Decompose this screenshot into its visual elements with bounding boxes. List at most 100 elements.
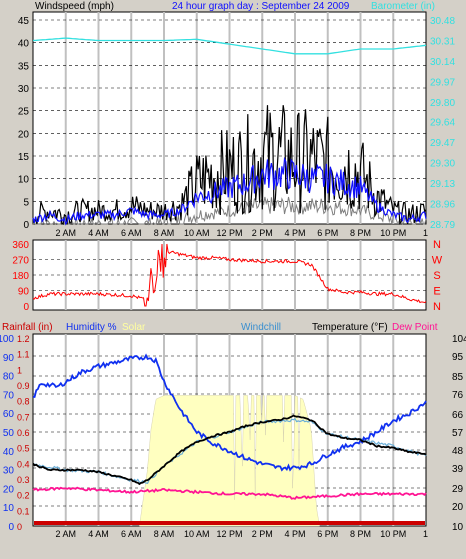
rainfall-bar (34, 521, 425, 525)
temp-y-tick-label: 20 (452, 502, 464, 513)
legend-solar: Solar (122, 322, 146, 333)
temp-x-tick-label: 8 PM (350, 529, 371, 539)
rain-y-tick-label: 0.1 (17, 506, 30, 516)
windspeed-axis-title: Windspeed (mph) (35, 1, 114, 12)
humidity-y-tick-label: 70 (3, 390, 15, 401)
temp-y-tick-label: 104 (452, 334, 466, 345)
barometer-line (32, 37, 427, 55)
direction-grid (33, 240, 426, 310)
baro-y-tick-label: 30.48 (430, 16, 455, 27)
dir-y-tick-label: 180 (12, 271, 29, 282)
wind-y-tick-label: 20 (18, 129, 30, 140)
wind-x-tick-label: 4 AM (88, 228, 109, 238)
temp-x-tick-label: 8 AM (154, 529, 175, 539)
solar-area (139, 395, 320, 527)
baro-y-tick-label: 29.64 (430, 117, 455, 128)
dir-y-tick-label: 270 (12, 256, 29, 267)
rain-y-tick-label: 1 (17, 365, 22, 375)
temp-x-tick-label: 4 PM (284, 529, 305, 539)
temp-x-tick-label: 2 PM (252, 529, 273, 539)
dir-y-tick-label: 0 (23, 302, 29, 313)
wind-y-tick-label: 5 (23, 197, 29, 208)
dir-y-tick-label: 90 (18, 287, 30, 298)
temp-y-tick-label: 57 (452, 428, 464, 439)
temp-y-tick-label: 10 (452, 522, 464, 533)
rain-y-tick-label: 0.8 (17, 397, 30, 407)
humidity-y-tick-label: 10 (3, 503, 15, 514)
wind-series (32, 37, 427, 226)
rain-y-tick-label: 0.5 (17, 444, 30, 454)
wind-avg-line (32, 105, 427, 226)
barometer-axis-title: Barometer (in) (371, 1, 435, 12)
tick-labels: 05101520253035404528.7928.9629.1329.3029… (0, 16, 466, 539)
baro-y-tick-label: 29.80 (430, 98, 455, 109)
baro-y-tick-label: 29.13 (430, 179, 455, 190)
temp-x-tick-label: 6 PM (317, 529, 338, 539)
temp-x-tick-label: 1 (423, 529, 428, 539)
wind-x-tick-label: 2 PM (252, 228, 273, 238)
temp-x-tick-label: 10 PM (380, 529, 406, 539)
baro-y-tick-label: 28.79 (430, 220, 455, 231)
wind-x-tick-label: 2 AM (55, 228, 76, 238)
rain-y-tick-label: 0 (17, 522, 22, 532)
wind-x-tick-label: 8 AM (154, 228, 175, 238)
temp-y-tick-label: 76 (452, 390, 464, 401)
wind-x-tick-label: 1 (423, 228, 428, 238)
temp-y-tick-label: 85 (452, 372, 464, 383)
humidity-y-tick-label: 40 (3, 447, 15, 458)
humidity-y-tick-label: 90 (3, 353, 15, 364)
temp-y-tick-label: 48 (452, 446, 464, 457)
wind-y-tick-label: 25 (18, 107, 30, 118)
humidity-y-tick-label: 100 (0, 334, 14, 345)
legend-temperature: Temperature (°F) (312, 322, 388, 333)
temp-x-tick-label: 6 AM (121, 529, 142, 539)
temp-x-tick-label: 4 AM (88, 529, 109, 539)
wind-y-tick-label: 0 (23, 220, 29, 231)
temp-x-tick-label: 2 AM (55, 529, 76, 539)
wind-y-tick-label: 10 (18, 175, 30, 186)
wind-y-tick-label: 45 (18, 16, 30, 27)
rain-y-tick-label: 1.1 (17, 350, 30, 360)
humidity-y-tick-label: 50 (3, 428, 15, 439)
rain-y-tick-label: 0.6 (17, 428, 30, 438)
compass-label: N (433, 301, 441, 313)
humidity-y-tick-label: 20 (3, 484, 15, 495)
legend-humidity: Humidity % (66, 322, 117, 333)
rain-y-tick-label: 0.3 (17, 475, 30, 485)
legend-dewpoint: Dew Point (392, 322, 438, 333)
baro-y-tick-label: 29.47 (430, 138, 455, 149)
wind-x-tick-label: 10 PM (380, 228, 406, 238)
temp-series (32, 353, 427, 500)
wind-x-tick-label: 6 PM (317, 228, 338, 238)
baro-y-tick-label: 28.96 (430, 199, 455, 210)
dewpoint-line (32, 486, 427, 500)
humidity-y-tick-label: 0 (8, 522, 14, 533)
temp-y-tick-label: 29 (452, 484, 464, 495)
wind-y-tick-label: 15 (18, 152, 30, 163)
wind-x-tick-label: 10 AM (184, 228, 210, 238)
humidity-y-tick-label: 80 (3, 372, 15, 383)
rain-y-tick-label: 0.9 (17, 381, 30, 391)
wind-x-tick-label: 8 PM (350, 228, 371, 238)
compass-label: W (432, 255, 443, 267)
wind-gust-line (32, 156, 427, 226)
baro-y-tick-label: 29.97 (430, 78, 455, 89)
rain-y-tick-label: 0.7 (17, 412, 30, 422)
direction-line (32, 243, 427, 307)
temperature-line (32, 414, 427, 486)
compass-label: S (433, 270, 440, 282)
temp-x-tick-label: 10 AM (184, 529, 210, 539)
wind-low-line (32, 196, 427, 226)
baro-y-tick-label: 30.14 (430, 57, 455, 68)
dir-y-tick-label: 360 (12, 240, 29, 251)
legend-windchill: Windchill (241, 322, 281, 333)
wind-y-tick-label: 35 (18, 61, 30, 72)
rain-y-tick-label: 1.2 (17, 334, 30, 344)
wind-y-tick-label: 40 (18, 39, 30, 50)
temp-y-tick-label: 39 (452, 464, 464, 475)
rain-y-tick-label: 0.4 (17, 459, 30, 469)
compass-label: E (433, 286, 440, 298)
wind-y-tick-label: 30 (18, 84, 30, 95)
